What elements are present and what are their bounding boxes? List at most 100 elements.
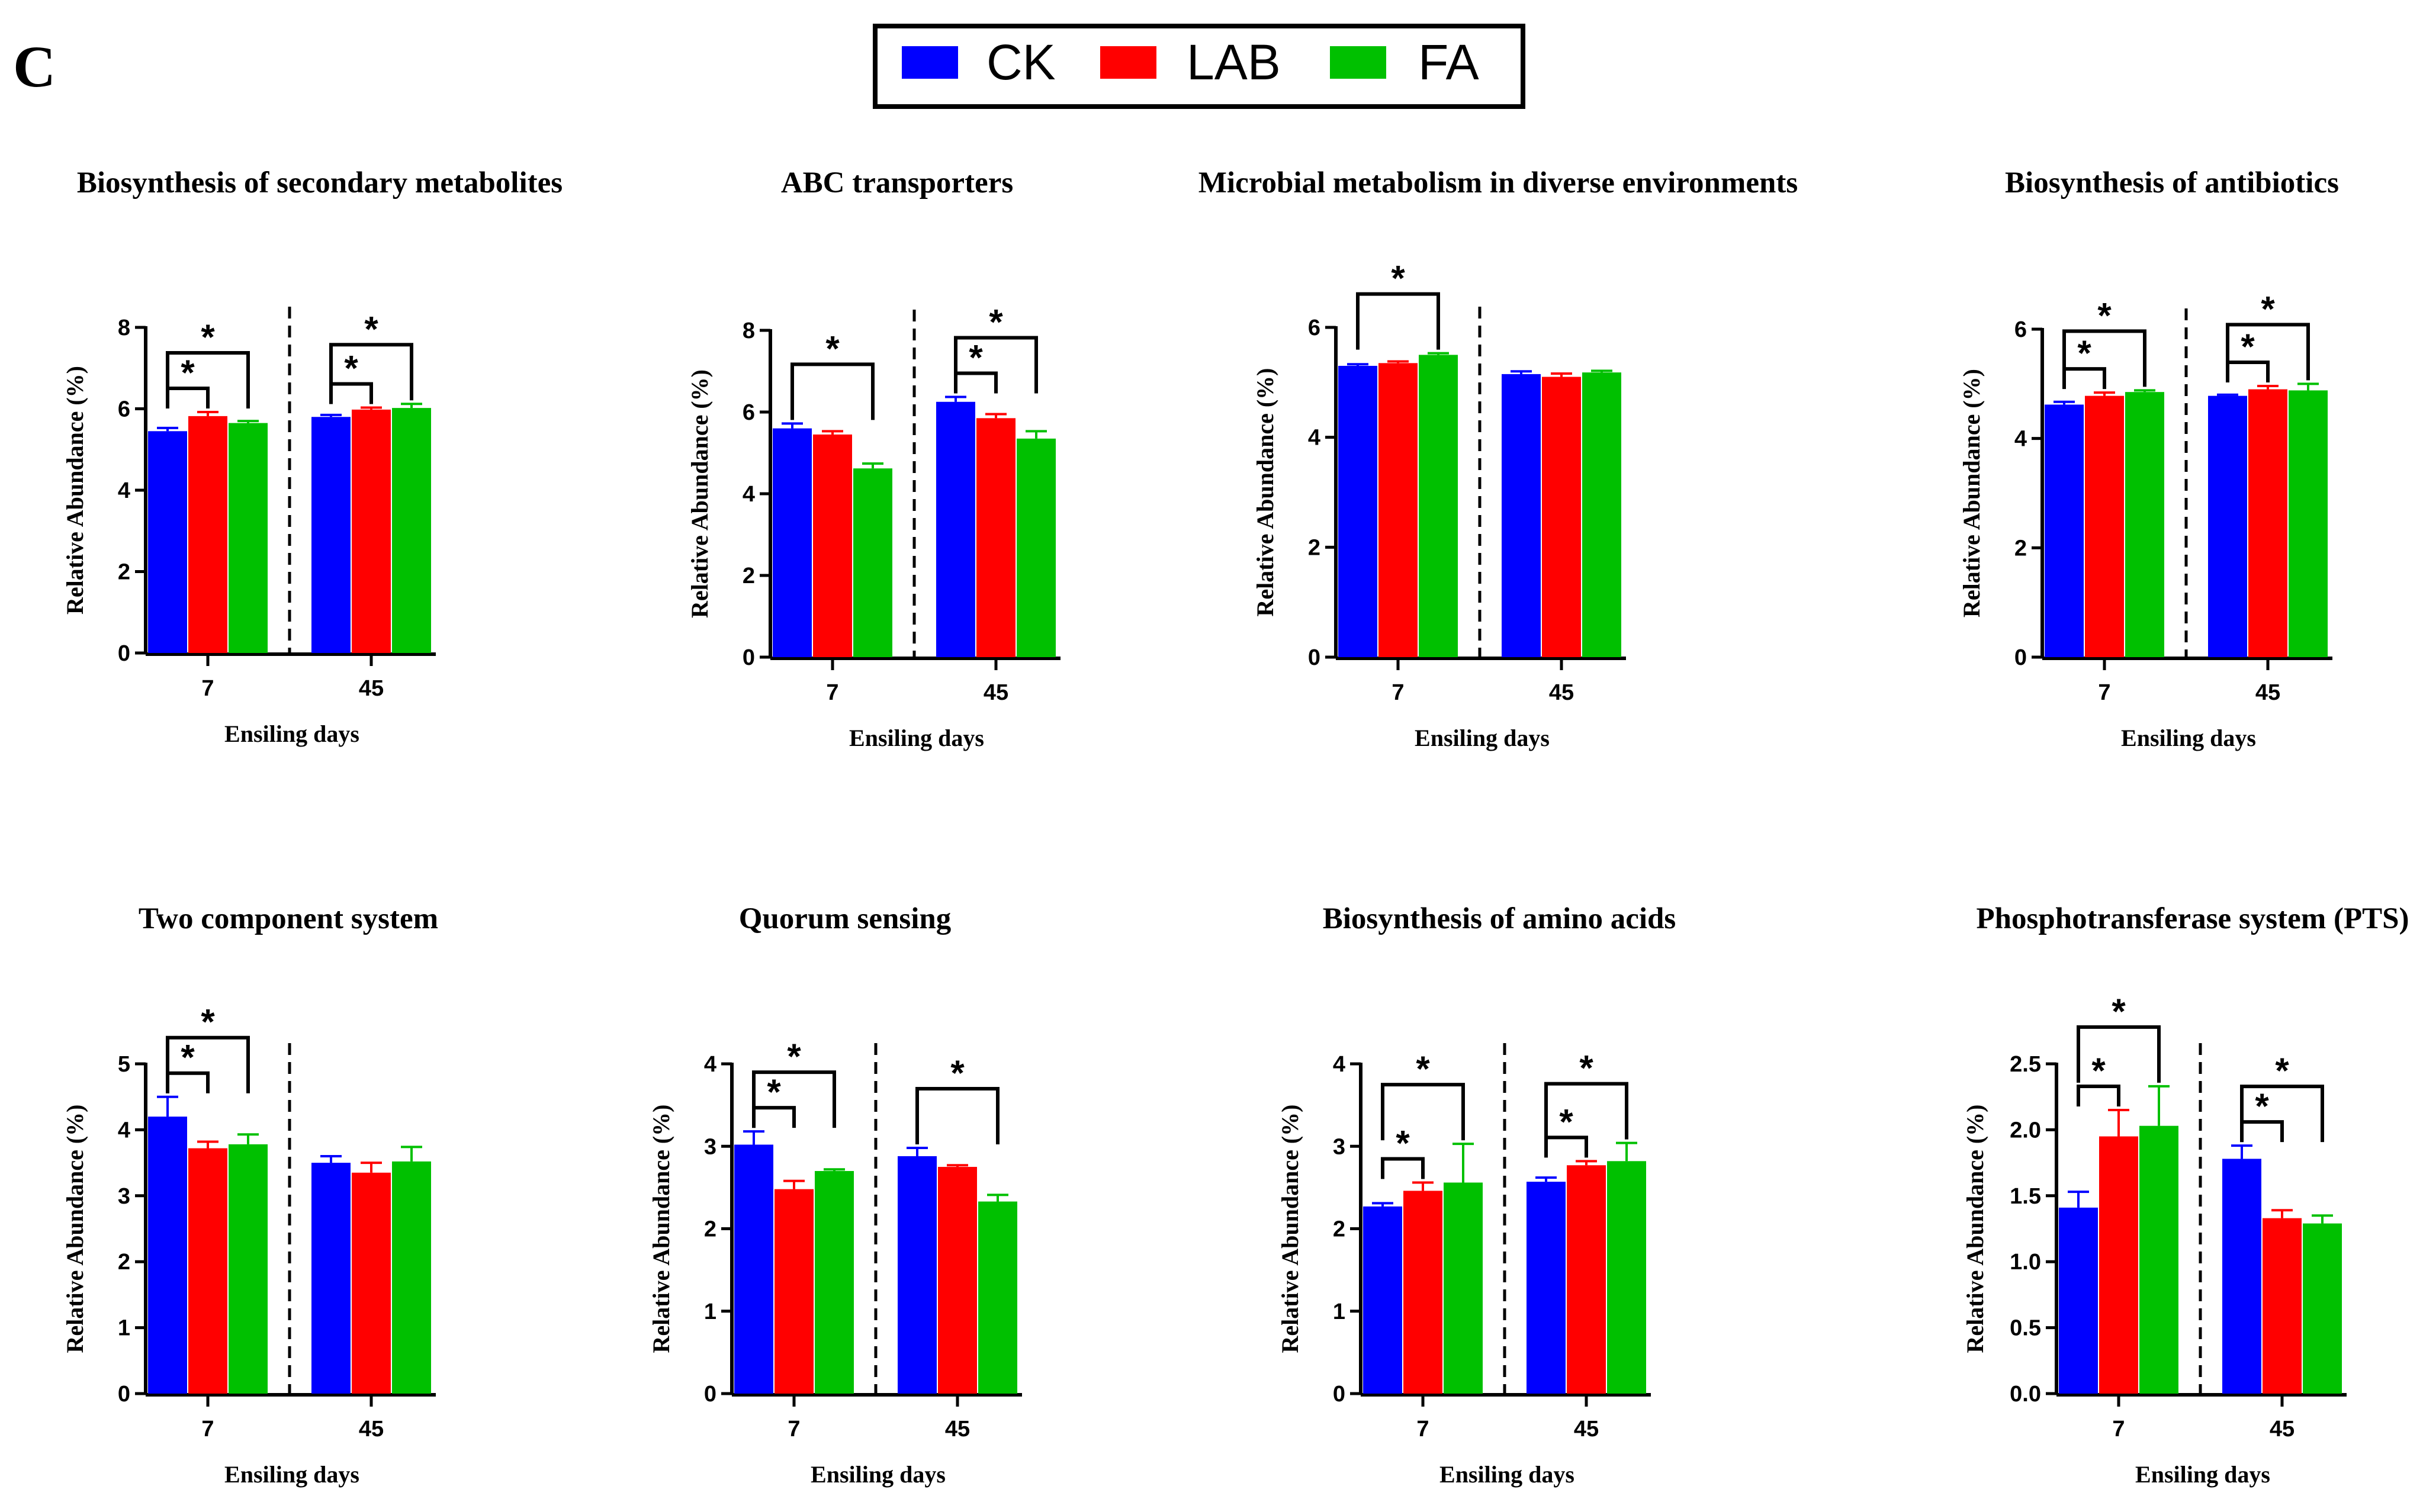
significance-star: *	[1391, 259, 1405, 298]
bar-fa-day-45	[1582, 372, 1621, 657]
y-tick-label: 1.0	[2010, 1250, 2041, 1275]
x-tick-label: 45	[359, 676, 384, 701]
y-tick-label: 8	[743, 319, 755, 343]
bar-fa-day-7	[853, 468, 892, 657]
bar-fa-day-45	[978, 1201, 1017, 1394]
significance-bracket	[1381, 1157, 1425, 1179]
chart-microbial-metabolism-in-diverse-environments: Microbial metabolism in diverse environm…	[1198, 166, 1798, 751]
y-tick-label: 0	[743, 645, 755, 670]
bar-ck-day-7	[148, 431, 187, 653]
x-axis-label: Ensiling days	[1439, 1461, 1574, 1488]
significance-bracket	[166, 351, 250, 408]
y-tick-label: 0	[1308, 645, 1320, 670]
bar-ck-day-45	[311, 417, 351, 653]
y-axis-label: Relative Abundance (%)	[1958, 369, 1985, 617]
significance-star: *	[1396, 1124, 1410, 1163]
charts: Biosynthesis of secondary metabolites 0 2 4…	[62, 166, 2409, 1488]
y-tick-label: 0	[2014, 645, 2027, 670]
significance-bracket	[752, 1070, 836, 1128]
legend-swatch-ck	[902, 46, 958, 79]
x-tick-label: 7	[788, 1417, 800, 1442]
significance-star: *	[364, 309, 378, 349]
bar-fa-day-7	[229, 423, 268, 653]
x-tick-label: 45	[2255, 680, 2280, 705]
significance-star: *	[181, 1038, 195, 1077]
y-tick-label: 2	[1308, 535, 1320, 560]
bar-lab-day-45	[938, 1167, 977, 1394]
significance-star: *	[1416, 1049, 1430, 1089]
x-tick-label: 45	[2270, 1417, 2295, 1442]
bar-lab-day-45	[2263, 1218, 2302, 1394]
x-tick-label: 7	[2098, 680, 2110, 705]
significance-star: *	[181, 353, 195, 393]
bar-lab-day-7	[1403, 1191, 1442, 1394]
significance-star: *	[969, 337, 983, 377]
significance-star: *	[2091, 1051, 2106, 1090]
x-tick-label: 45	[1574, 1417, 1599, 1442]
significance-star: *	[825, 329, 840, 368]
significance-bracket	[2226, 323, 2310, 381]
bar-ck-day-45	[936, 401, 975, 657]
bar-fa-day-7	[229, 1144, 268, 1394]
y-tick-label: 4	[743, 482, 755, 507]
y-tick-label: 6	[1308, 316, 1320, 340]
bar-lab-day-7	[775, 1189, 814, 1394]
chart-biosynthesis-of-antibiotics: Biosynthesis of antibiotics 0 2 4 6 Relative …	[1958, 166, 2339, 751]
y-tick-label: 2	[743, 564, 755, 588]
y-tick-label: 1	[704, 1299, 716, 1324]
y-tick-label: 0.0	[2010, 1382, 2041, 1407]
x-axis-label: Ensiling days	[1415, 725, 1550, 751]
bar-fa-day-7	[815, 1171, 854, 1394]
y-tick-label: 0	[1333, 1382, 1345, 1407]
x-tick-label: 45	[359, 1417, 384, 1442]
chart-biosynthesis-of-secondary-metabolites: Biosynthesis of secondary metabolites 0 2 4…	[62, 166, 563, 747]
y-tick-label: 1.5	[2010, 1184, 2041, 1209]
legend-label-ck: CK	[986, 34, 1056, 90]
bar-ck-day-45	[2208, 395, 2247, 657]
significance-bracket	[790, 362, 875, 420]
chart-title: Biosynthesis of amino acids	[1323, 902, 1676, 935]
significance-star: *	[787, 1037, 801, 1076]
chart-biosynthesis-of-amino-acids: Biosynthesis of amino acids 0 1 2 3 4 Relative…	[1277, 902, 1676, 1488]
y-axis-label: Relative Abundance (%)	[1277, 1105, 1303, 1353]
bar-ck-day-45	[2222, 1159, 2261, 1394]
significance-star: *	[1559, 1102, 1573, 1141]
bar-lab-day-45	[352, 1172, 391, 1394]
y-axis-label: Relative Abundance (%)	[1962, 1105, 1988, 1353]
significance-star: *	[344, 348, 358, 388]
chart-phosphotransferase-system-pts: Phosphotransferase system (PTS) 0.0 0.5 1.0…	[1962, 902, 2409, 1488]
bar-lab-day-7	[2085, 395, 2124, 657]
x-tick-label: 7	[2112, 1417, 2125, 1442]
bar-ck-day-45	[1502, 374, 1541, 657]
y-axis-label: Relative Abundance (%)	[648, 1105, 674, 1353]
chart-title: Microbial metabolism in diverse environm…	[1198, 166, 1798, 200]
chart-title: Quorum sensing	[739, 902, 952, 935]
significance-star: *	[2241, 327, 2255, 366]
x-tick-label: 7	[201, 1417, 214, 1442]
bar-ck-day-7	[2059, 1207, 2098, 1394]
bar-fa-day-7	[2139, 1125, 2178, 1394]
y-tick-label: 0	[704, 1382, 716, 1407]
y-axis-label: Relative Abundance (%)	[62, 1105, 88, 1353]
x-axis-label: Ensiling days	[2121, 725, 2256, 751]
y-tick-label: 1	[1333, 1299, 1345, 1324]
bar-lab-day-45	[1542, 377, 1581, 657]
significance-bracket	[2062, 329, 2146, 387]
bar-fa-day-45	[1017, 438, 1056, 657]
y-tick-label: 4	[118, 1118, 130, 1143]
y-tick-label: 5	[118, 1052, 130, 1077]
y-tick-label: 4	[704, 1052, 716, 1077]
y-tick-label: 3	[704, 1134, 716, 1159]
bar-fa-day-45	[2289, 390, 2328, 657]
significance-bracket	[166, 1035, 250, 1093]
significance-bracket	[1544, 1135, 1588, 1158]
x-axis-label: Ensiling days	[849, 725, 984, 751]
x-tick-label: 7	[1416, 1417, 1429, 1442]
y-tick-label: 2	[118, 1250, 130, 1275]
y-tick-label: 0	[118, 641, 130, 666]
bar-lab-day-7	[188, 416, 227, 653]
x-tick-label: 7	[201, 676, 214, 701]
y-axis-label: Relative Abundance (%)	[62, 366, 88, 615]
